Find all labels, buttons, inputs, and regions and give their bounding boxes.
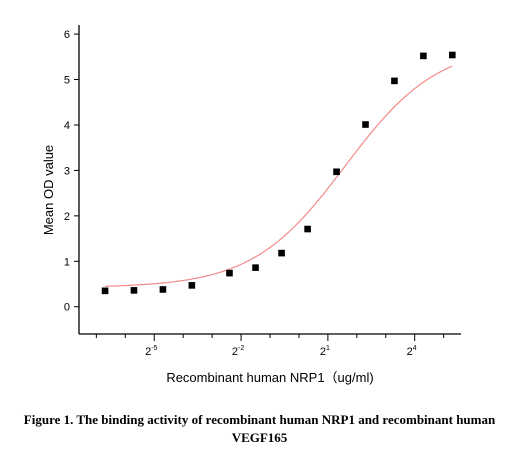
x-tick-label: 2-5 <box>145 345 157 358</box>
data-point <box>101 287 109 295</box>
data-point <box>391 77 398 85</box>
caption-line-2: VEGF165 <box>231 430 288 445</box>
data-point <box>362 121 369 128</box>
y-tick-label: 0 <box>64 302 70 314</box>
binding-curve-chart: 0 1 2 3 4 5 6 2-5 2-2 21 24 Recombinant human NRP… <box>41 25 461 385</box>
data-point <box>252 264 259 271</box>
y-tick-label: 4 <box>64 120 70 132</box>
x-tick-label: 21 <box>320 345 330 358</box>
data-point <box>188 282 196 289</box>
y-tick-label: 5 <box>64 75 70 87</box>
y-tick-label: 3 <box>64 165 70 177</box>
x-axis-ticks: 2-5 2-2 21 24 <box>95 334 445 358</box>
y-tick-label: 6 <box>64 29 70 41</box>
x-tick-label: 24 <box>407 345 417 358</box>
figure-caption: Figure 1. The binding activity of recomb… <box>0 411 519 447</box>
y-tick-label: 1 <box>64 256 70 268</box>
data-point <box>333 168 340 176</box>
fit-curve <box>105 65 453 287</box>
data-point <box>159 286 167 293</box>
x-tick-label: 2-2 <box>232 345 244 358</box>
data-points <box>101 51 456 295</box>
x-axis-label: Recombinant human NRP1（ug/ml) <box>166 370 373 385</box>
caption-line-1: Figure 1. The binding activity of recomb… <box>23 412 496 427</box>
data-point <box>420 52 427 60</box>
data-point <box>449 51 456 59</box>
data-point <box>130 287 138 294</box>
y-axis-ticks: 0 1 2 3 4 5 6 <box>64 29 79 314</box>
y-tick-label: 2 <box>64 211 70 223</box>
data-point <box>304 225 311 233</box>
data-point <box>278 249 285 257</box>
data-point <box>226 269 233 277</box>
y-axis-label: Mean OD value <box>41 145 56 235</box>
